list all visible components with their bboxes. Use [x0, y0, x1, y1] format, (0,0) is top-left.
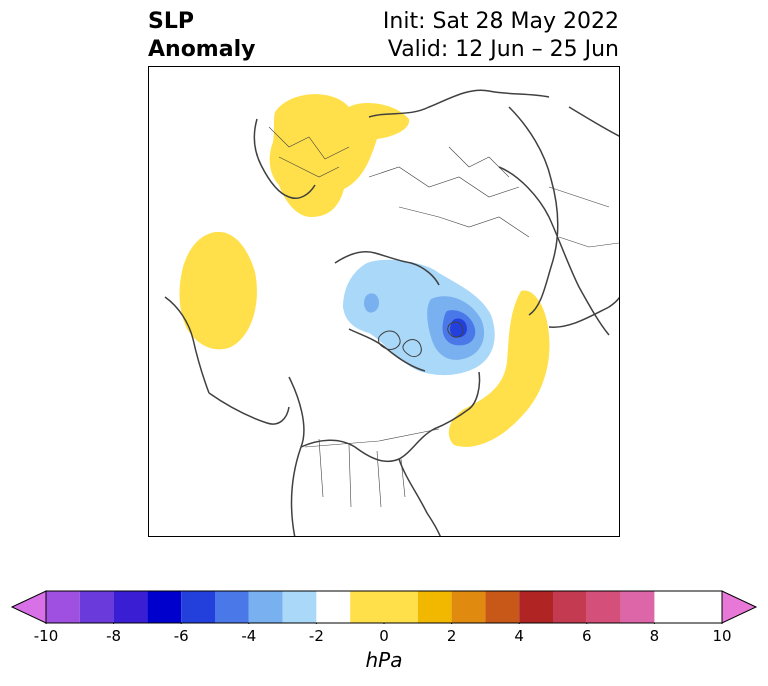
positive-anomaly-atlantic [448, 290, 550, 447]
map-panel [148, 66, 620, 537]
colorbar-bin [79, 591, 114, 623]
political-borders [268, 126, 619, 508]
colorbar-tick-label: 6 [582, 627, 592, 645]
positive-anomaly-pacific [179, 231, 257, 350]
colorbar-tick-label: 4 [514, 627, 524, 645]
chart-title-left: SLP Anomaly [148, 8, 255, 64]
coastlines [164, 89, 619, 536]
colorbar-bin [282, 591, 317, 623]
colorbar-tick-label: 2 [446, 627, 457, 645]
colorbar-bin [316, 591, 351, 623]
negative-anomaly-small [364, 293, 379, 313]
colorbar-bin [350, 591, 418, 623]
colorbar-bin [553, 591, 587, 623]
colorbar-bin [417, 591, 452, 623]
colorbar [10, 590, 758, 624]
chart-title-right: Init: Sat 28 May 2022 Valid: 12 Jun – 25… [383, 8, 619, 64]
colorbar-tick-label: -6 [173, 627, 189, 645]
colorbar-bin [46, 591, 80, 623]
colorbar-bin [620, 591, 655, 623]
colorbar-ticks [45, 623, 723, 624]
colorbar-tick-label: 10 [712, 627, 732, 645]
colorbar-unit-label: hPa [365, 648, 403, 672]
colorbar-tick-label: -10 [33, 627, 59, 645]
colorbar-bin [519, 591, 553, 623]
valid-range: Valid: 12 Jun – 25 Jun [387, 37, 619, 62]
colorbar-bin [113, 591, 148, 623]
colorbar-over-arrow [721, 590, 758, 624]
colorbar-bin [215, 591, 249, 623]
arctic-islands [378, 321, 464, 358]
colorbar-bin [147, 591, 182, 623]
colorbar-tick-label: 8 [649, 627, 660, 645]
init-date: Init: Sat 28 May 2022 [382, 9, 619, 34]
colorbar-bin [586, 591, 621, 623]
title-variable: SLP [148, 9, 194, 34]
colorbar-tick-label: -8 [106, 627, 122, 645]
colorbar-bins [46, 591, 655, 623]
colorbar-bin [485, 591, 520, 623]
colorbar-bin [181, 591, 215, 623]
colorbar-under-arrow [10, 590, 47, 624]
colorbar-bin [451, 591, 486, 623]
positive-anomaly-europe [269, 94, 410, 217]
title-type: Anomaly [148, 37, 256, 62]
colorbar-tick-label: -2 [308, 627, 324, 645]
map-canvas [164, 89, 619, 536]
colorbar-tick-label: -4 [241, 627, 257, 645]
colorbar-tick-label: 0 [379, 627, 389, 645]
colorbar-bin [248, 591, 283, 623]
